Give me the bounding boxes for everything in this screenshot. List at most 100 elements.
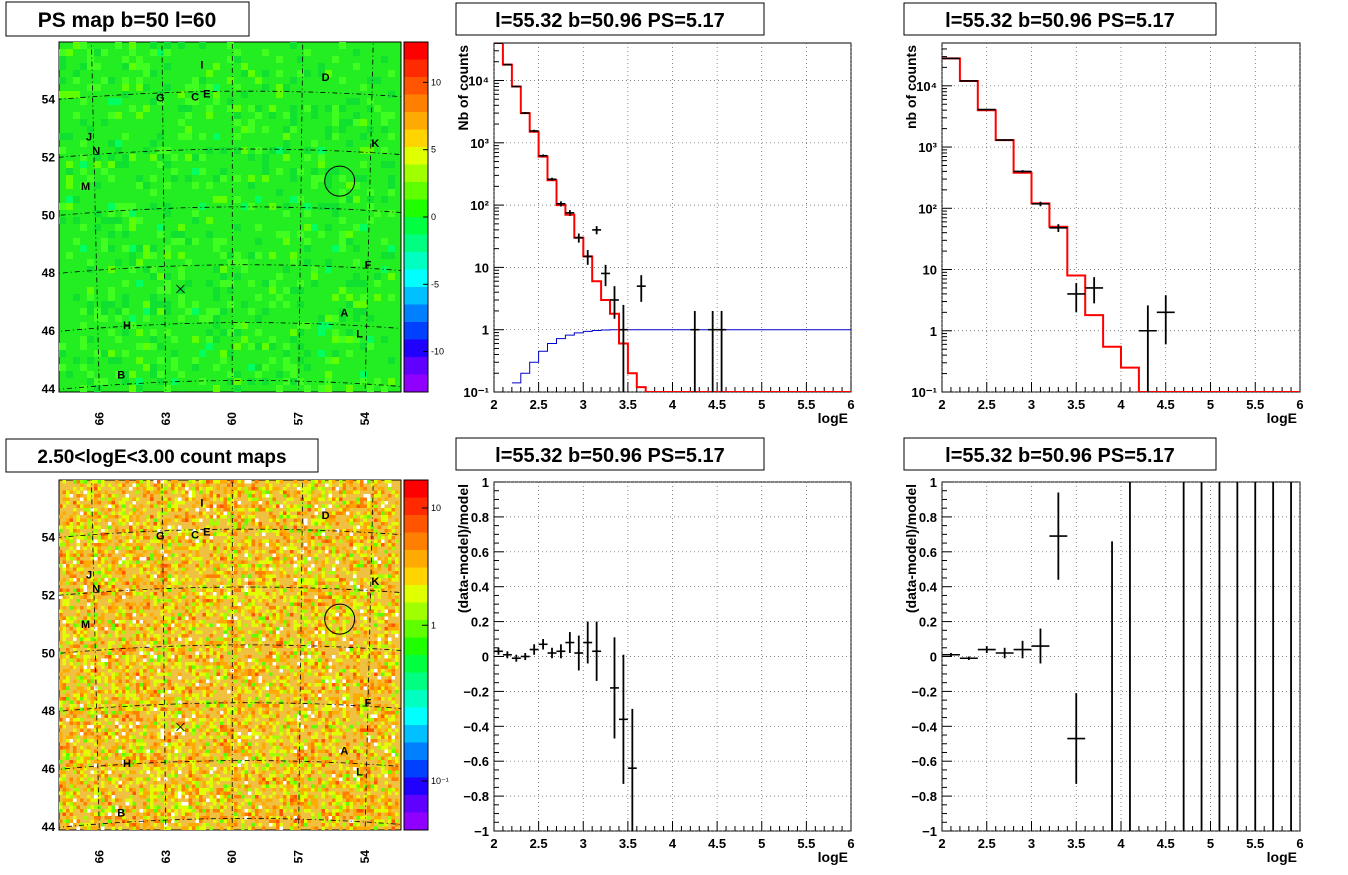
map-cell <box>283 718 287 722</box>
map-cell <box>73 70 80 77</box>
map-cell <box>216 606 220 610</box>
map-cell <box>293 714 297 718</box>
map-cell <box>258 711 262 715</box>
map-cell <box>129 63 136 70</box>
map-cell <box>90 599 94 603</box>
map-cell <box>94 557 98 561</box>
map-cell <box>342 732 346 736</box>
map-cell <box>276 168 283 175</box>
map-cell <box>318 543 322 547</box>
map-cell <box>223 648 227 652</box>
map-cell <box>59 77 66 84</box>
map-cell <box>216 557 220 561</box>
map-cell <box>181 571 185 575</box>
map-cell <box>132 511 136 515</box>
source-label-H: H <box>123 320 131 332</box>
map-cell <box>143 651 147 655</box>
map-cell <box>115 676 119 680</box>
map-cell <box>136 564 140 568</box>
map-cell <box>314 679 318 683</box>
map-cell <box>356 676 360 680</box>
map-cell <box>339 490 343 494</box>
map-cell <box>59 609 63 613</box>
map-cell <box>307 662 311 666</box>
map-cell <box>384 672 388 676</box>
map-cell <box>213 196 220 203</box>
map-cell <box>206 182 213 189</box>
map-cell <box>157 522 161 526</box>
map-cell <box>370 553 374 557</box>
map-cell <box>381 508 385 512</box>
map-cell <box>262 487 266 491</box>
map-cell <box>283 350 290 357</box>
map-cell <box>258 546 262 550</box>
map-cell <box>167 539 171 543</box>
map-cell <box>258 641 262 645</box>
map-cell <box>139 669 143 673</box>
map-cell <box>388 294 395 301</box>
map-cell <box>185 609 189 613</box>
map-cell <box>213 287 220 294</box>
map-cell <box>73 574 77 578</box>
map-cell <box>307 655 311 659</box>
map-cell <box>304 522 308 526</box>
map-cell <box>293 728 297 732</box>
map-cell <box>132 627 136 631</box>
map-cell <box>363 655 367 659</box>
map-cell <box>269 742 273 746</box>
map-cell <box>328 690 332 694</box>
map-cell <box>146 683 150 687</box>
map-cell <box>381 714 385 718</box>
map-cell <box>244 721 248 725</box>
map-cell <box>94 665 98 669</box>
map-cell <box>269 630 273 634</box>
map-cell <box>199 665 203 669</box>
map-cell <box>220 504 224 508</box>
map-cell <box>153 490 157 494</box>
map-cell <box>395 494 399 498</box>
map-cell <box>94 585 98 589</box>
map-cell <box>311 581 315 585</box>
map-cell <box>283 553 287 557</box>
map-cell <box>248 697 252 701</box>
map-cell <box>328 662 332 666</box>
map-cell <box>276 676 280 680</box>
map-cell <box>353 63 360 70</box>
map-cell <box>332 620 336 624</box>
map-cell <box>304 627 308 631</box>
map-cell <box>108 700 112 704</box>
colorbar-swatch <box>404 112 428 130</box>
map-cell <box>223 732 227 736</box>
map-cell <box>104 683 108 687</box>
map-cell <box>262 728 266 732</box>
map-cell <box>164 690 168 694</box>
map-cell <box>146 518 150 522</box>
map-cell <box>94 578 98 582</box>
map-cell <box>265 508 269 512</box>
map-cell <box>356 497 360 501</box>
map-cell <box>234 721 238 725</box>
map-cell <box>328 739 332 743</box>
map-cell <box>150 672 154 676</box>
map-cell <box>143 494 147 498</box>
map-cell <box>297 539 301 543</box>
map-cell <box>328 543 332 547</box>
map-cell <box>132 613 136 617</box>
map-cell <box>129 592 133 596</box>
map-cell <box>164 287 171 294</box>
map-cell <box>377 592 381 596</box>
map-cell <box>62 588 66 592</box>
map-cell <box>283 571 287 575</box>
map-cell <box>258 553 262 557</box>
map-cell <box>262 364 269 371</box>
map-cell <box>325 546 329 550</box>
map-cell <box>321 662 325 666</box>
map-cell <box>346 140 353 147</box>
map-cell <box>325 669 329 673</box>
map-cell <box>311 641 315 645</box>
map-cell <box>118 546 122 550</box>
map-cell <box>150 676 154 680</box>
map-cell <box>381 119 388 126</box>
map-cell <box>360 539 364 543</box>
